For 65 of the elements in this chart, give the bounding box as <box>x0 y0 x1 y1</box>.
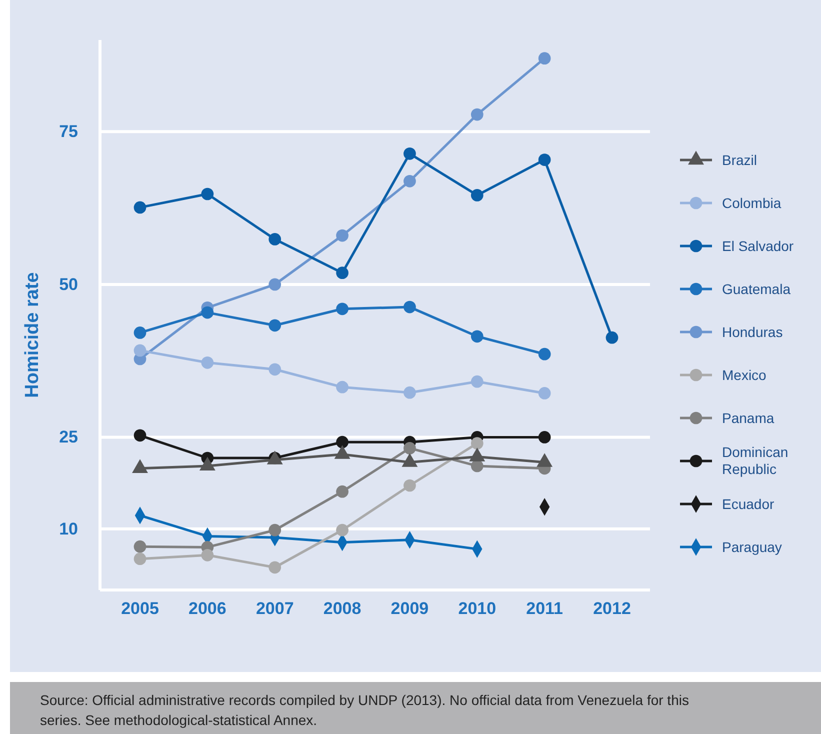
point <box>404 479 416 492</box>
x-tick-label: 2010 <box>458 599 496 618</box>
point <box>134 552 146 565</box>
point <box>134 201 146 214</box>
legend-label: Dominican Republic <box>722 444 788 477</box>
point <box>201 549 214 562</box>
legend-label: Paraguay <box>722 539 782 555</box>
point <box>470 330 484 343</box>
legend-label: Colombia <box>722 195 782 211</box>
x-tick-label: 2008 <box>323 599 362 618</box>
point <box>336 229 348 242</box>
point <box>404 148 416 160</box>
point <box>538 348 551 360</box>
point <box>134 540 146 553</box>
point <box>268 363 282 376</box>
point <box>538 52 551 64</box>
point <box>336 436 348 448</box>
legend-label: Panama <box>722 410 774 426</box>
point <box>268 319 282 332</box>
point <box>134 429 146 442</box>
point <box>538 431 551 444</box>
point <box>134 326 146 339</box>
point <box>268 278 282 291</box>
y-tick-label: 75 <box>59 122 78 142</box>
point <box>201 188 214 200</box>
legend-label: El Salvador <box>722 238 794 254</box>
x-tick-label: 2011 <box>526 599 564 618</box>
x-tick-label: 2005 <box>121 599 159 618</box>
x-tick-label: 2012 <box>593 599 631 618</box>
legend-label: Guatemala <box>722 281 791 297</box>
x-tick-label: 2009 <box>390 599 429 618</box>
point <box>606 331 618 344</box>
point <box>268 233 282 246</box>
point <box>336 524 348 536</box>
point <box>336 266 348 279</box>
legend-label: Mexico <box>722 367 767 383</box>
point <box>336 302 348 316</box>
point <box>404 175 416 188</box>
point <box>201 306 214 319</box>
point <box>336 380 348 394</box>
legend-label: Honduras <box>722 324 783 340</box>
point <box>470 189 484 202</box>
point <box>404 300 416 314</box>
point <box>404 442 416 454</box>
y-tick-label: 10 <box>59 519 78 538</box>
point <box>201 356 214 369</box>
y-axis-title: Homicide rate <box>22 272 43 398</box>
point <box>268 561 282 574</box>
point <box>470 460 484 472</box>
x-tick-label: 2006 <box>188 599 226 618</box>
point <box>336 485 348 498</box>
point <box>470 375 484 388</box>
point <box>268 524 282 536</box>
point <box>134 344 146 357</box>
legend-label: Ecuador <box>722 496 774 512</box>
x-tick-label: 2007 <box>256 599 294 618</box>
y-tick-label: 25 <box>59 428 78 447</box>
point <box>538 154 551 166</box>
point <box>470 437 484 450</box>
legend-label: Brazil <box>722 152 758 168</box>
source-note: Source: Official administrative records compiled by UNDP (2013). No official data from Venezuela for this series. See methodological-statistical Annex. <box>40 692 689 728</box>
y-tick-label: 50 <box>59 274 78 294</box>
point <box>538 387 551 400</box>
point <box>404 386 416 399</box>
point <box>470 108 484 121</box>
